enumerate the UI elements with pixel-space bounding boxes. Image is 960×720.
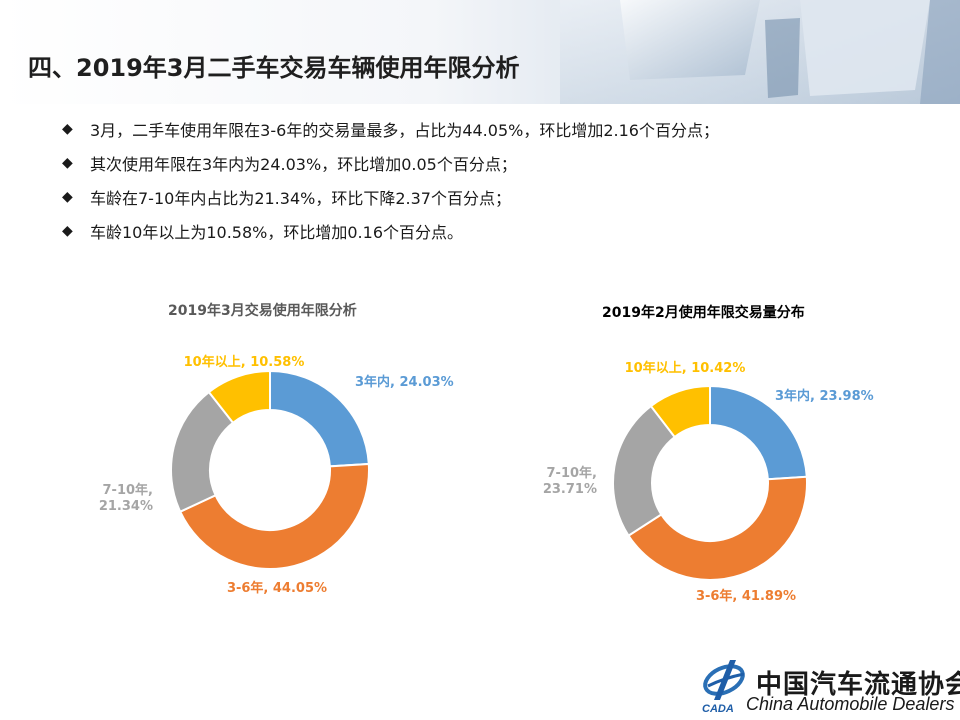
donut-february: 3年内, 23.98% 3-6年, 41.89% 7-10年, 23.71% 10年以上… (543, 360, 874, 604)
donut-slice-march-0 (269, 369, 370, 468)
bullet-item: ◆ 车龄10年以上为10.58%，环比增加0.16个百分点。 (62, 214, 922, 248)
diamond-bullet-icon: ◆ (62, 121, 73, 137)
donut-slice-february-1 (627, 475, 808, 581)
bullet-text: 3月，二手车使用年限在3-6年的交易量最多，占比为44.05%，环比增加2.16… (90, 121, 719, 140)
bullet-text: 车龄在7-10年内占比为21.34%，环比下降2.37个百分点； (90, 189, 511, 208)
slice-label-february-1: 3-6年, 41.89% (696, 588, 796, 604)
header-banner: 四、2019年3月二手车交易车辆使用年限分析 (0, 0, 960, 104)
slice-label-march-1: 3-6年, 44.05% (227, 580, 327, 596)
diamond-bullet-icon: ◆ (62, 155, 73, 171)
cada-logo-icon: CADA (702, 660, 745, 715)
donut-slice-march-3 (207, 369, 271, 425)
footer-logo: CADA (700, 656, 950, 716)
bullet-item: ◆ 3月，二手车使用年限在3-6年的交易量最多，占比为44.05%，环比增加2.… (62, 112, 922, 146)
slice-label-march-2: 7-10年, 21.34% (99, 482, 153, 514)
page-title: 四、2019年3月二手车交易车辆使用年限分析 (28, 54, 520, 82)
diamond-bullet-icon: ◆ (62, 223, 73, 239)
bullet-item: ◆ 车龄在7-10年内占比为21.34%，环比下降2.37个百分点； (62, 180, 922, 214)
donut-march: 3年内, 24.03% 3-6年, 44.05% 7-10年, 21.34% 10年以上… (99, 354, 454, 596)
bullet-item: ◆ 其次使用年限在3年内为24.03%，环比增加0.05个百分点； (62, 146, 922, 180)
chart-title-february: 2019年2月使用年限交易量分布 (602, 305, 805, 321)
slice-label-february-2: 7-10年, 23.71% (543, 465, 597, 497)
cada-logo-text: CADA (702, 703, 734, 715)
slice-label-february-3: 10年以上, 10.42% (625, 360, 746, 376)
slice-label-march-0: 3年内, 24.03% (355, 374, 454, 390)
donut-slice-february-3 (649, 384, 711, 439)
chart-title-march: 2019年3月交易使用年限分析 (168, 303, 357, 319)
bullet-text: 车龄10年以上为10.58%，环比增加0.16个百分点。 (90, 223, 463, 242)
diamond-bullet-icon: ◆ (62, 189, 73, 205)
header-decoration-image (560, 0, 960, 104)
donut-slice-march-1 (178, 462, 370, 570)
bullet-list: ◆ 3月，二手车使用年限在3-6年的交易量最多，占比为44.05%，环比增加2.… (62, 112, 922, 248)
footer-org-name-en: China Automobile Dealers (746, 694, 955, 714)
slice-label-march-3: 10年以上, 10.58% (184, 354, 305, 370)
bullet-text: 其次使用年限在3年内为24.03%，环比增加0.05个百分点； (90, 155, 517, 174)
slice-label-february-0: 3年内, 23.98% (775, 388, 874, 404)
footer-org-name-cn: 中国汽车流通协会 (756, 670, 960, 700)
